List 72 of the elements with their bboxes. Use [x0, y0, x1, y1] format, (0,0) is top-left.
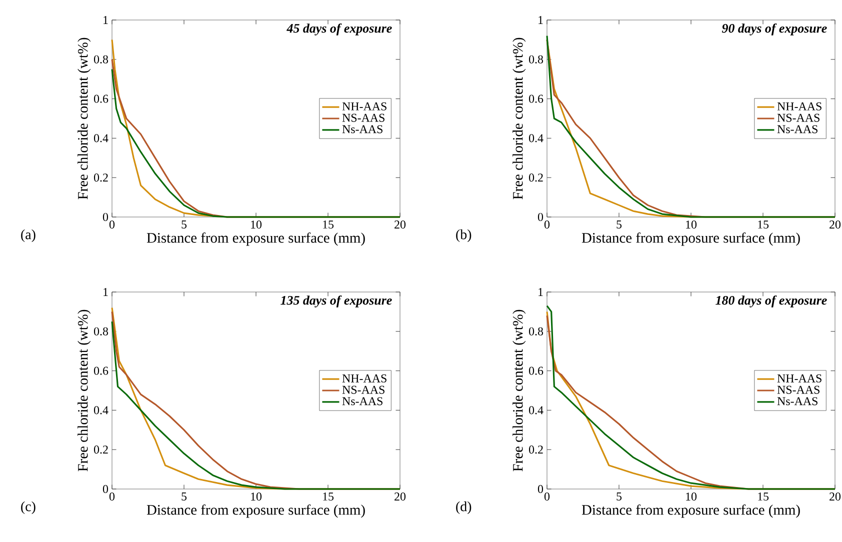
- y-tick-label: 0.2: [94, 174, 108, 182]
- y-axis-title: Free chloride content (wt%): [78, 310, 91, 472]
- y-tick-label: 0.6: [94, 366, 108, 375]
- x-tick-label: 20: [830, 492, 841, 501]
- legend-label: NS-AAS: [777, 386, 820, 394]
- text: (a): [21, 229, 36, 242]
- x-tick-label: 5: [616, 220, 622, 228]
- legend-label: NS-AAS: [342, 114, 384, 122]
- legend-label: Ns-AAS: [777, 125, 818, 134]
- y-axis-title: Free chloride content (wt%): [78, 38, 91, 200]
- x-tick-label: 5: [616, 492, 622, 500]
- x-tick-label: 20: [394, 220, 406, 229]
- y-tick-label: 0: [538, 484, 544, 494]
- y-tick-label: 0.2: [528, 446, 543, 454]
- text: (d): [456, 501, 472, 514]
- legend-label: Ns-AAS: [777, 397, 818, 406]
- x-tick-label: 15: [758, 492, 769, 501]
- legend-label: NH-AAS: [342, 102, 386, 110]
- y-tick-label: 1: [104, 288, 108, 296]
- y-tick-label: 1: [538, 288, 543, 296]
- x-axis-title: Distance from exposure surface (mm): [582, 232, 800, 246]
- x-tick-label: 15: [323, 220, 334, 229]
- x-tick-label: 20: [830, 220, 841, 229]
- y-tick-label: 0.8: [94, 327, 108, 336]
- chart-title: 135 days of exposure: [280, 295, 392, 308]
- text: (b): [456, 229, 472, 242]
- chart-title: 45 days of exposure: [286, 23, 392, 36]
- chart-title: 90 days of exposure: [722, 23, 827, 36]
- y-tick-label: 0.6: [528, 366, 544, 375]
- x-tick-label: 0: [544, 220, 550, 229]
- y-tick-label: 0.4: [528, 406, 544, 414]
- y-tick-label: 1: [538, 16, 543, 24]
- y-tick-label: 0.2: [528, 174, 543, 182]
- y-tick-label: 0.4: [528, 134, 544, 142]
- y-tick-label: 0.2: [94, 446, 108, 454]
- y-tick-label: 0: [102, 212, 108, 222]
- y-tick-label: 0.8: [94, 55, 108, 64]
- y-axis-title: Free chloride content (wt%): [512, 310, 526, 472]
- x-axis-title: Distance from exposure surface (mm): [582, 504, 800, 518]
- x-tick-label: 10: [251, 492, 262, 501]
- legend-label: Ns-AAS: [342, 397, 382, 406]
- legend-label: NH-AAS: [777, 374, 822, 382]
- x-tick-label: 5: [182, 492, 187, 500]
- x-tick-label: 10: [686, 220, 697, 229]
- y-tick-label: 0.8: [528, 55, 544, 64]
- x-axis-title: Distance from exposure surface (mm): [146, 504, 365, 518]
- y-tick-label: 0.6: [94, 94, 108, 103]
- y-tick-label: 0.4: [94, 134, 108, 142]
- y-tick-label: 0.8: [528, 327, 544, 336]
- x-tick-label: 0: [109, 492, 115, 501]
- x-tick-label: 15: [323, 492, 334, 501]
- text: (c): [21, 501, 36, 514]
- y-tick-label: 0.4: [94, 406, 108, 414]
- y-tick-label: 0: [102, 484, 108, 494]
- legend-label: NH-AAS: [342, 374, 386, 382]
- x-tick-label: 15: [758, 220, 769, 229]
- legend-label: NS-AAS: [342, 386, 384, 394]
- x-tick-label: 5: [182, 220, 187, 228]
- x-tick-label: 10: [251, 220, 262, 229]
- y-tick-label: 0.6: [528, 94, 544, 103]
- x-tick-label: 20: [394, 492, 406, 501]
- y-tick-label: 1: [104, 16, 108, 24]
- legend-label: Ns-AAS: [342, 125, 382, 134]
- y-tick-label: 0: [538, 212, 544, 222]
- x-tick-label: 10: [686, 492, 697, 501]
- x-tick-label: 0: [109, 220, 115, 229]
- y-axis-title: Free chloride content (wt%): [512, 38, 526, 200]
- x-tick-label: 0: [544, 492, 550, 501]
- legend-label: NH-AAS: [777, 102, 822, 110]
- chart-title: 180 days of exposure: [716, 295, 827, 308]
- x-axis-title: Distance from exposure surface (mm): [146, 232, 365, 246]
- legend-label: NS-AAS: [777, 114, 820, 122]
